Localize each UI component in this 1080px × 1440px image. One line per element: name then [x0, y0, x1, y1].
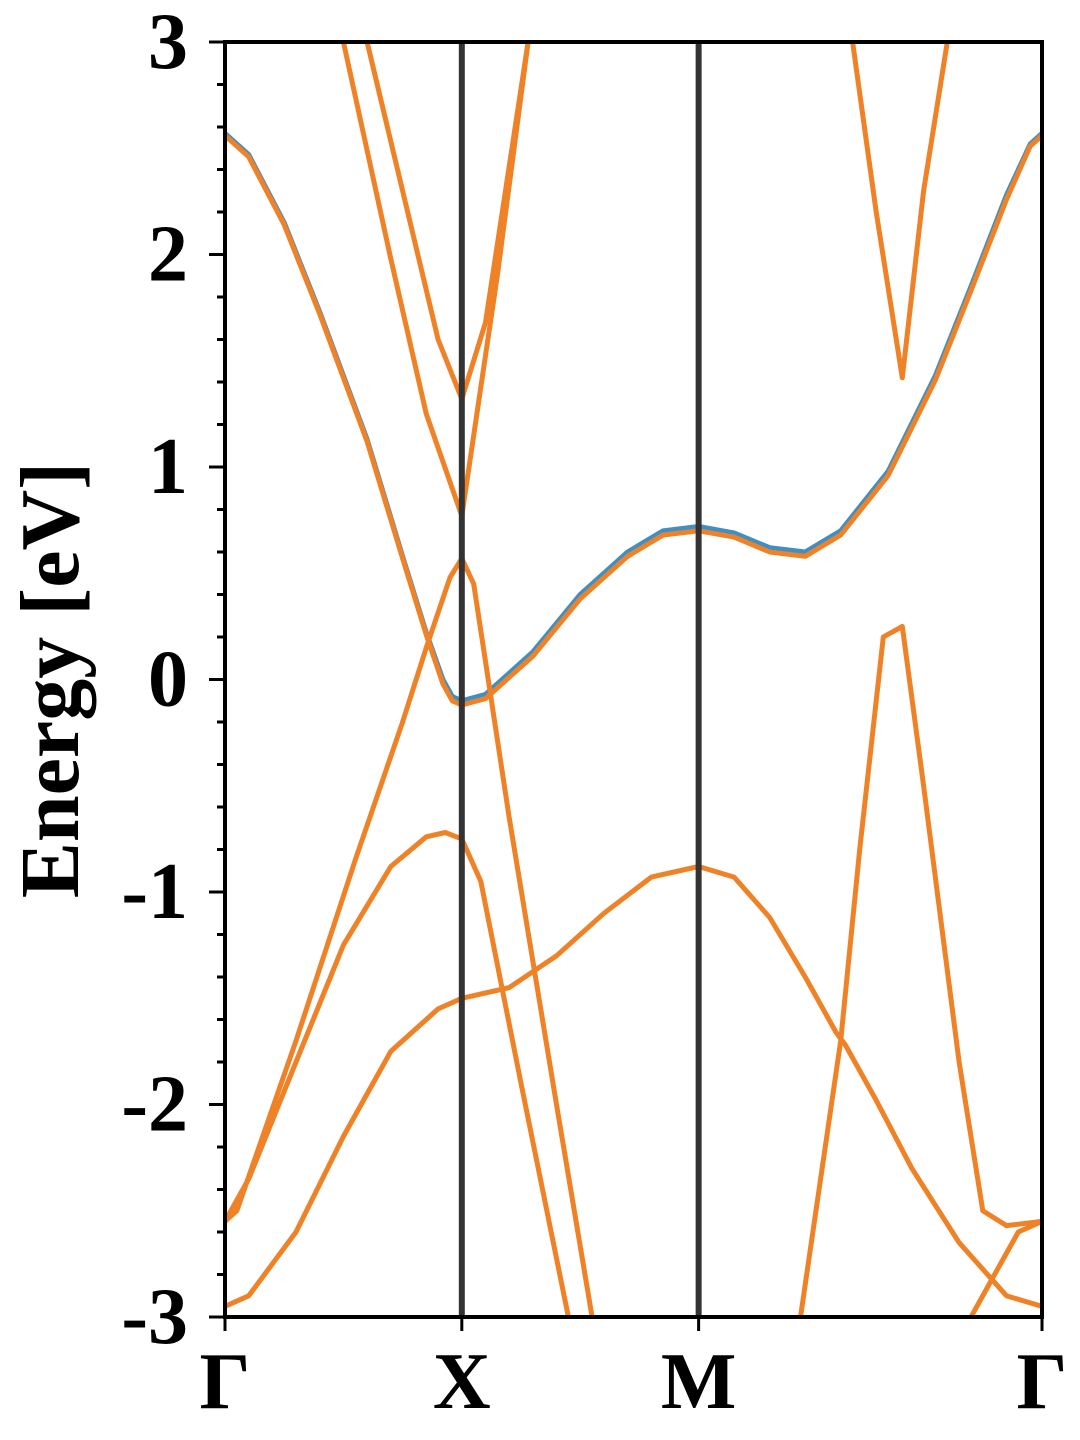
high-symmetry-lines: [458, 42, 702, 1317]
band-series-1-line-0: [225, 133, 1042, 708]
y-axis-ticks: -3 -2 -1 0 1 2 3: [121, 0, 225, 1361]
y-axis-label: Energy [eV]: [4, 462, 97, 898]
x-tick-label: M: [661, 1338, 737, 1426]
band-series-1-line-3: [225, 555, 595, 1317]
x-tick-label: X: [433, 1338, 491, 1426]
y-tick-label: 2: [148, 211, 188, 299]
band-series-1-line-4: [225, 864, 1042, 1309]
band-series-1-line-5: [225, 830, 571, 1317]
y-tick-label: 1: [148, 423, 188, 511]
band-series-1-line-8: [968, 1218, 1042, 1317]
y-tick-label: -1: [121, 848, 188, 936]
y-tick-label: 0: [148, 636, 188, 724]
band-series-1-line-7: [850, 42, 950, 381]
y-tick-label: -2: [121, 1061, 188, 1149]
x-tick-label: Γ: [1017, 1338, 1068, 1426]
x-tick-label: Γ: [200, 1338, 251, 1426]
band-series-1-line-6: [798, 623, 1042, 1317]
band-series-1-line-1: [340, 42, 531, 519]
band-lines: [225, 42, 1042, 1317]
band-series-1-line-2: [364, 42, 531, 402]
y-tick-label: 3: [148, 0, 188, 86]
y-tick-label: -3: [121, 1273, 188, 1361]
